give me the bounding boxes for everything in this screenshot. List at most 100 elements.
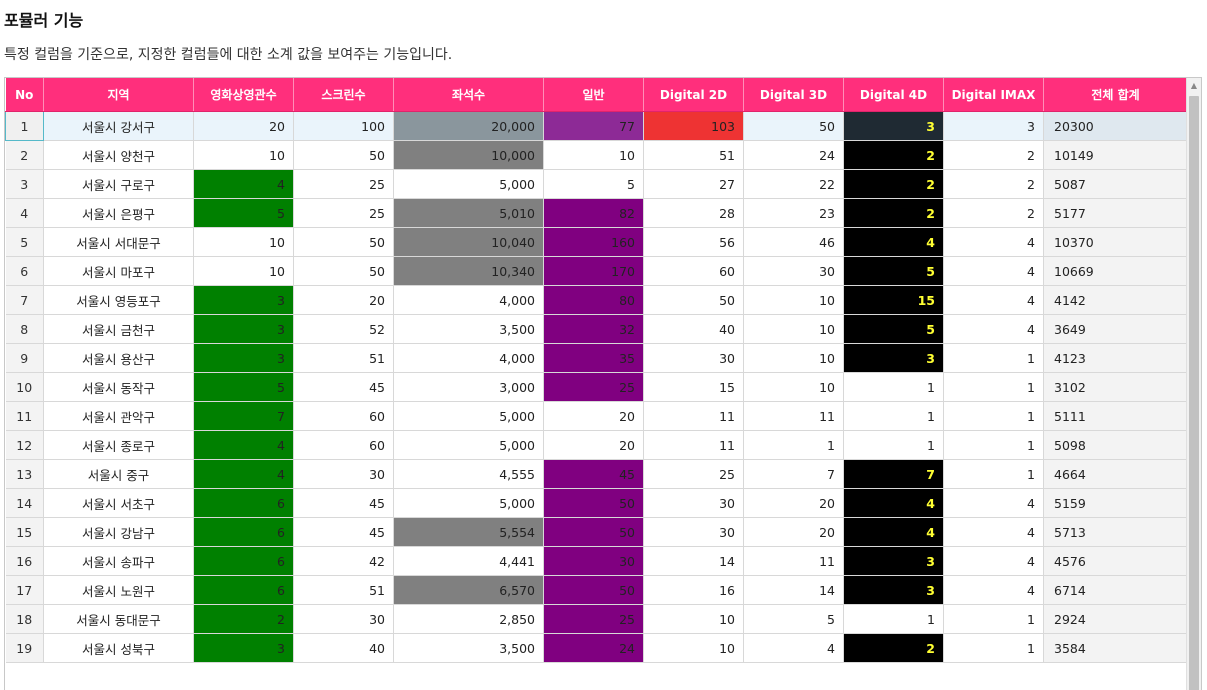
cell-seats[interactable]: 5,010 <box>393 198 544 228</box>
column-header-screens[interactable]: 스크린수 <box>293 78 394 112</box>
cell-digital-3d[interactable]: 50 <box>743 111 844 141</box>
cell-digital-4d[interactable]: 1 <box>843 604 944 634</box>
cell-no[interactable]: 1 <box>5 111 44 141</box>
cell-digital-imax[interactable]: 4 <box>943 256 1044 286</box>
cell-digital-imax[interactable]: 4 <box>943 227 1044 257</box>
cell-region[interactable]: 서울시 마포구 <box>43 256 194 286</box>
cell-no[interactable]: 8 <box>5 314 44 344</box>
table-row[interactable]: 6 서울시 마포구 10 50 10,340 170 60 30 5 4 10669 <box>5 256 1188 286</box>
cell-total[interactable]: 5177 <box>1043 198 1188 228</box>
cell-general[interactable]: 50 <box>543 488 644 518</box>
cell-digital-2d[interactable]: 10 <box>643 604 744 634</box>
cell-no[interactable]: 3 <box>5 169 44 199</box>
cell-digital-3d[interactable]: 46 <box>743 227 844 257</box>
column-header-seats[interactable]: 좌석수 <box>393 78 544 112</box>
cell-seats[interactable]: 5,000 <box>393 430 544 460</box>
column-header-digital-4d[interactable]: Digital 4D <box>843 78 944 112</box>
cell-seats[interactable]: 10,340 <box>393 256 544 286</box>
cell-general[interactable]: 45 <box>543 459 644 489</box>
cell-theaters[interactable]: 6 <box>193 517 294 547</box>
cell-seats[interactable]: 3,000 <box>393 372 544 402</box>
cell-digital-2d[interactable]: 103 <box>643 111 744 141</box>
cell-no[interactable]: 18 <box>5 604 44 634</box>
table-row[interactable]: 19 서울시 성북구 3 40 3,500 24 10 4 2 1 3584 <box>5 633 1188 663</box>
cell-general[interactable]: 82 <box>543 198 644 228</box>
cell-total[interactable]: 6714 <box>1043 575 1188 605</box>
cell-total[interactable]: 5111 <box>1043 401 1188 431</box>
cell-no[interactable]: 6 <box>5 256 44 286</box>
column-header-digital-3d[interactable]: Digital 3D <box>743 78 844 112</box>
table-row[interactable]: 9 서울시 용산구 3 51 4,000 35 30 10 3 1 4123 <box>5 343 1188 373</box>
cell-theaters[interactable]: 6 <box>193 488 294 518</box>
cell-screens[interactable]: 100 <box>293 111 394 141</box>
cell-digital-2d[interactable]: 16 <box>643 575 744 605</box>
cell-region[interactable]: 서울시 용산구 <box>43 343 194 373</box>
table-row[interactable]: 17 서울시 노원구 6 51 6,570 50 16 14 3 4 6714 <box>5 575 1188 605</box>
cell-screens[interactable]: 60 <box>293 430 394 460</box>
cell-general[interactable]: 50 <box>543 575 644 605</box>
cell-seats[interactable]: 10,040 <box>393 227 544 257</box>
cell-digital-4d[interactable]: 4 <box>843 517 944 547</box>
cell-digital-4d[interactable]: 15 <box>843 285 944 315</box>
cell-theaters[interactable]: 6 <box>193 575 294 605</box>
cell-general[interactable]: 32 <box>543 314 644 344</box>
cell-digital-3d[interactable]: 10 <box>743 372 844 402</box>
cell-digital-4d[interactable]: 5 <box>843 314 944 344</box>
cell-theaters[interactable]: 10 <box>193 256 294 286</box>
cell-total[interactable]: 5098 <box>1043 430 1188 460</box>
cell-digital-2d[interactable]: 10 <box>643 633 744 663</box>
cell-theaters[interactable]: 7 <box>193 401 294 431</box>
cell-seats[interactable]: 4,000 <box>393 343 544 373</box>
cell-general[interactable]: 35 <box>543 343 644 373</box>
cell-region[interactable]: 서울시 관악구 <box>43 401 194 431</box>
cell-no[interactable]: 10 <box>5 372 44 402</box>
cell-digital-2d[interactable]: 25 <box>643 459 744 489</box>
cell-digital-imax[interactable]: 1 <box>943 604 1044 634</box>
cell-theaters[interactable]: 4 <box>193 430 294 460</box>
cell-digital-3d[interactable]: 10 <box>743 343 844 373</box>
cell-general[interactable]: 160 <box>543 227 644 257</box>
cell-theaters[interactable]: 10 <box>193 227 294 257</box>
column-header-theaters[interactable]: 영화상영관수 <box>193 78 294 112</box>
cell-general[interactable]: 25 <box>543 604 644 634</box>
cell-general[interactable]: 170 <box>543 256 644 286</box>
cell-digital-2d[interactable]: 51 <box>643 140 744 170</box>
cell-theaters[interactable]: 5 <box>193 198 294 228</box>
cell-total[interactable]: 2924 <box>1043 604 1188 634</box>
cell-region[interactable]: 서울시 서초구 <box>43 488 194 518</box>
cell-digital-imax[interactable]: 4 <box>943 285 1044 315</box>
cell-total[interactable]: 5087 <box>1043 169 1188 199</box>
table-row[interactable]: 3 서울시 구로구 4 25 5,000 5 27 22 2 2 5087 <box>5 169 1188 199</box>
table-row[interactable]: 10 서울시 동작구 5 45 3,000 25 15 10 1 1 3102 <box>5 372 1188 402</box>
cell-general[interactable]: 30 <box>543 546 644 576</box>
cell-region[interactable]: 서울시 구로구 <box>43 169 194 199</box>
cell-digital-imax[interactable]: 2 <box>943 198 1044 228</box>
cell-seats[interactable]: 2,850 <box>393 604 544 634</box>
cell-digital-imax[interactable]: 4 <box>943 517 1044 547</box>
table-row[interactable]: 1 서울시 강서구 20 100 20,000 77 103 50 3 3 20300 <box>5 111 1188 141</box>
cell-digital-2d[interactable]: 30 <box>643 343 744 373</box>
table-row[interactable]: 2 서울시 양천구 10 50 10,000 10 51 24 2 2 10149 <box>5 140 1188 170</box>
cell-digital-4d[interactable]: 1 <box>843 372 944 402</box>
cell-seats[interactable]: 5,000 <box>393 169 544 199</box>
cell-digital-2d[interactable]: 11 <box>643 430 744 460</box>
column-header-general[interactable]: 일반 <box>543 78 644 112</box>
cell-no[interactable]: 11 <box>5 401 44 431</box>
cell-theaters[interactable]: 10 <box>193 140 294 170</box>
cell-general[interactable]: 24 <box>543 633 644 663</box>
cell-seats[interactable]: 3,500 <box>393 633 544 663</box>
cell-total[interactable]: 5159 <box>1043 488 1188 518</box>
cell-theaters[interactable]: 4 <box>193 459 294 489</box>
cell-digital-3d[interactable]: 20 <box>743 488 844 518</box>
cell-region[interactable]: 서울시 성북구 <box>43 633 194 663</box>
cell-screens[interactable]: 40 <box>293 633 394 663</box>
table-row[interactable]: 15 서울시 강남구 6 45 5,554 50 30 20 4 4 5713 <box>5 517 1188 547</box>
cell-total[interactable]: 3102 <box>1043 372 1188 402</box>
table-row[interactable]: 8 서울시 금천구 3 52 3,500 32 40 10 5 4 3649 <box>5 314 1188 344</box>
scroll-up-arrow-icon[interactable]: ▲ <box>1190 81 1198 90</box>
cell-total[interactable]: 5713 <box>1043 517 1188 547</box>
cell-screens[interactable]: 45 <box>293 517 394 547</box>
cell-digital-2d[interactable]: 27 <box>643 169 744 199</box>
cell-seats[interactable]: 6,570 <box>393 575 544 605</box>
table-row[interactable]: 12 서울시 종로구 4 60 5,000 20 11 1 1 1 5098 <box>5 430 1188 460</box>
